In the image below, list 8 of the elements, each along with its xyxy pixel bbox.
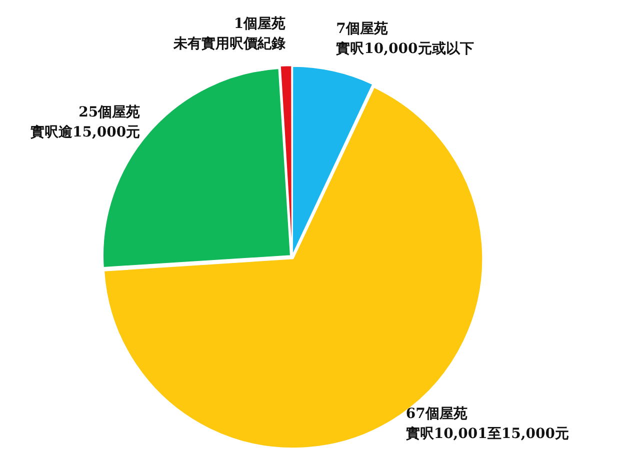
slice-label: 實呎逾15,000元 xyxy=(30,124,140,141)
data-label: 7個屋苑 xyxy=(336,21,388,38)
slice-label: 實呎10,001至15,000元 xyxy=(406,426,569,442)
data-label: 25個屋苑 xyxy=(78,104,140,121)
data-label: 67個屋苑 xyxy=(406,406,468,422)
slice-label: 實呎10,000元或以下 xyxy=(336,41,474,58)
slice-label: 未有實用呎價紀錄 xyxy=(172,36,286,52)
data-label: 1個屋苑 xyxy=(234,16,286,32)
